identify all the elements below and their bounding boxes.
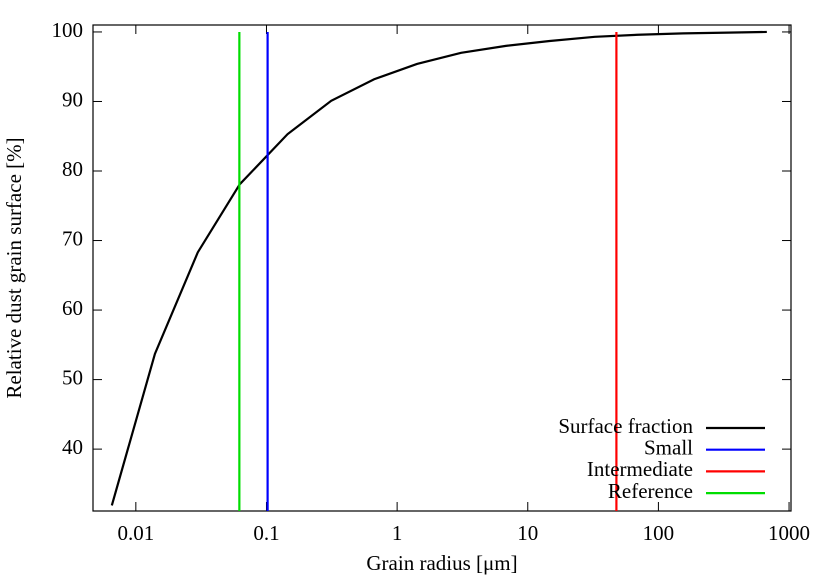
legend-label: Reference <box>608 479 693 503</box>
legend-label: Intermediate <box>587 457 693 481</box>
x-axis-label: Grain radius [μm] <box>366 551 517 575</box>
y-tick-label: 50 <box>62 365 83 389</box>
y-tick-label: 40 <box>62 435 83 459</box>
y-tick-label: 60 <box>62 296 83 320</box>
legend-label: Small <box>644 436 693 460</box>
y-tick-label: 70 <box>62 226 83 250</box>
series-line <box>110 30 767 506</box>
x-tick-label: 0.01 <box>117 521 154 545</box>
x-tick-label: 100 <box>643 521 675 545</box>
y-tick-label: 100 <box>52 18 84 42</box>
y-tick-label: 80 <box>62 157 83 181</box>
x-tick-label: 1000 <box>768 521 810 545</box>
x-tick-label: 1 <box>392 521 403 545</box>
x-tick-label: 0.1 <box>253 521 279 545</box>
y-tick-label: 90 <box>62 87 83 111</box>
y-axis-label: Relative dust grain surface [%] <box>2 137 26 398</box>
plot-frame <box>92 24 792 512</box>
legend-label: Surface fraction <box>558 414 693 438</box>
x-tick-label: 10 <box>517 521 538 545</box>
